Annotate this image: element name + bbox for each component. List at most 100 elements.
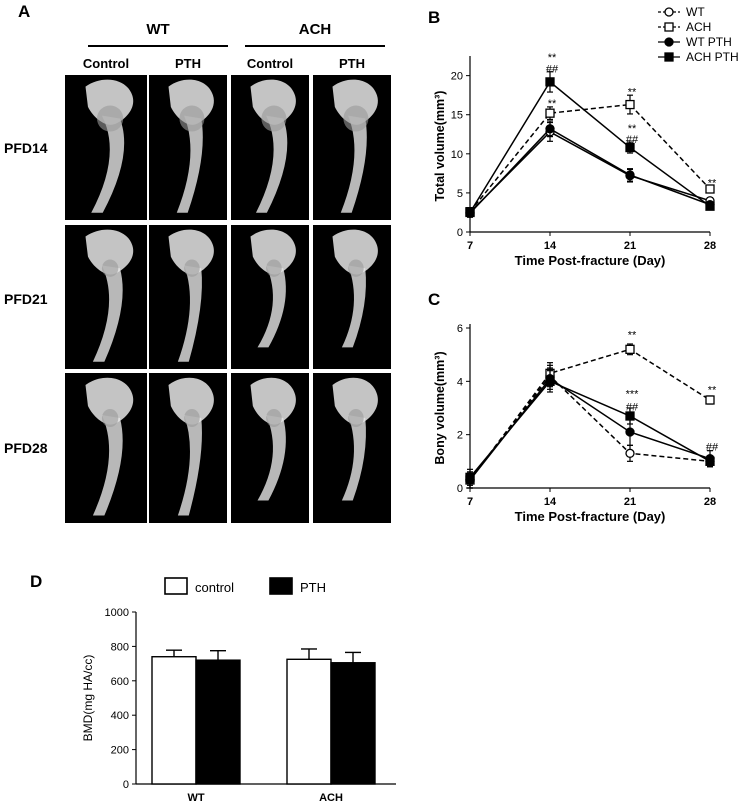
chart-c-y-tick-label: 6	[457, 323, 463, 335]
chart-c-series-line-ach	[469, 348, 711, 481]
chart-d-y-tick-label: 200	[111, 745, 129, 757]
chart-c-point-ach-pth	[545, 376, 555, 386]
panel-b-letter: B	[428, 8, 441, 27]
chart-b-significance-mark: ##	[626, 134, 639, 146]
chart-c-y-tick-label: 2	[457, 430, 463, 442]
chart-c-significance-mark: **	[708, 384, 717, 396]
chart-d-legend-swatch-control	[164, 577, 188, 595]
chart-d-bar-ach-pth	[330, 662, 376, 785]
xray-pfd28-wt-pth	[149, 373, 227, 523]
chart-b-point-ach	[705, 184, 715, 194]
chart-b-x-axis-label: Time Post-fracture (Day)	[515, 253, 666, 268]
legend-marker-ach-pth	[664, 52, 674, 62]
chart-b-x-tick-label: 28	[704, 240, 716, 252]
xray-pfd28-ach-pth	[313, 373, 391, 523]
group-label-ach: ACH	[298, 21, 332, 38]
chart-c-x-tick-label: 14	[544, 496, 557, 508]
row-label-pfd21: PFD21	[4, 291, 48, 307]
chart-b-significance-mark: **	[548, 52, 557, 64]
row-label-pfd14: PFD14	[4, 140, 48, 156]
chart-d-legend-label-control: control	[195, 580, 234, 595]
xray-pfd21-wt-pth	[149, 225, 227, 369]
panel-c-letter: C	[428, 290, 441, 309]
chart-d-y-tick-label: 1000	[105, 607, 129, 619]
xray-pfd21-ach-control	[231, 225, 309, 369]
chart-b-x-tick-label: 14	[544, 240, 557, 252]
chart-d-y-tick-label: 0	[123, 779, 129, 791]
xray-pfd21-wt-control	[65, 225, 147, 369]
chart-b-series-line-ach	[469, 103, 711, 213]
chart-b-x-tick-label: 7	[467, 240, 473, 252]
xray-pfd28-wt-control	[65, 373, 147, 523]
xray-pfd28-ach-control	[231, 373, 309, 523]
xray-pfd14-ach-pth	[313, 75, 391, 220]
column-label-wt-control: Control	[82, 56, 130, 71]
chart-d-category-label: WT	[187, 792, 204, 804]
chart-b-significance-mark: ##	[546, 64, 559, 76]
chart-b-y-tick-label: 10	[451, 149, 463, 161]
chart-c-series-line-ach-pth	[469, 380, 711, 478]
chart-b-point-ach-pth	[545, 77, 555, 87]
chart-c-y-axis-label: Bony volume(mm³)	[433, 351, 447, 464]
legend-marker-wt-pth	[664, 37, 674, 47]
chart-b-point-ach	[545, 108, 555, 118]
chart-d-legend-label-pth: PTH	[300, 580, 326, 595]
group-label-wt: WT	[146, 21, 170, 38]
legend-marker-ach	[664, 22, 674, 32]
chart-b-significance-mark: **	[628, 123, 637, 135]
chart-c-series-line-wt	[469, 374, 711, 481]
chart-d-y-tick-label: 800	[111, 641, 129, 653]
chart-b-significance-mark: **	[628, 86, 637, 98]
chart-c-significance-mark: ##	[626, 402, 639, 414]
legend-label-wt: WT	[686, 5, 705, 19]
legend-label-wt-pth: WT PTH	[686, 35, 732, 49]
chart-b-point-ach-pth	[465, 207, 475, 218]
chart-b-significance-mark: **	[708, 178, 717, 190]
chart-c-point-ach	[705, 395, 715, 405]
chart-b-y-tick-label: 5	[457, 188, 463, 200]
chart-d-bar-wt-control	[151, 656, 197, 785]
chart-d-y-axis-label: BMD(mg HA/cc)	[81, 655, 95, 742]
chart-c-significance-mark: ##	[706, 442, 719, 454]
chart-c-point-wt	[625, 448, 635, 458]
chart-c-point-ach	[625, 344, 635, 354]
legend-label-ach: ACH	[686, 20, 711, 34]
group-underline-ach	[245, 45, 385, 47]
xray-pfd21-ach-pth	[313, 225, 391, 369]
chart-d-bar-wt-pth	[195, 659, 241, 785]
chart-d-y-tick-label: 600	[111, 676, 129, 688]
chart-c-y-tick-label: 0	[457, 483, 463, 495]
chart-d-category-label: ACH	[319, 792, 343, 804]
chart-c-point-ach-pth	[625, 411, 635, 421]
chart-c-point-ach-pth	[465, 472, 475, 482]
chart-c-series-line-wt-pth	[469, 377, 711, 481]
group-underline-wt	[88, 45, 228, 47]
chart-b-point-ach-pth	[705, 201, 715, 211]
chart-b-series-line-wt-pth	[469, 127, 711, 214]
chart-b-series-line-ach-pth	[469, 80, 711, 213]
legend-marker-wt	[664, 7, 674, 17]
xray-pfd14-wt-control	[65, 75, 147, 220]
chart-d-y-tick-label: 400	[111, 710, 129, 722]
column-label-ach-pth: PTH	[339, 56, 365, 71]
xray-pfd14-wt-pth	[149, 75, 227, 220]
chart-d-legend-swatch-pth	[269, 577, 293, 595]
chart-b-point-wt-pth	[545, 124, 555, 134]
chart-b-point-ach-pth	[625, 142, 635, 153]
panel-d-letter: D	[30, 572, 43, 591]
xray-pfd14-ach-control	[231, 75, 309, 220]
chart-c-point-wt-pth	[625, 427, 635, 437]
chart-b-point-ach	[625, 99, 635, 110]
panel-a-letter: A	[18, 2, 31, 21]
chart-c-point-ach-pth	[705, 456, 715, 466]
chart-b-significance-mark: **	[548, 98, 557, 110]
chart-b-y-axis-label: Total volume(mm³)	[433, 91, 447, 202]
chart-d-bar-ach-control	[286, 658, 332, 785]
chart-c-x-axis-label: Time Post-fracture (Day)	[515, 509, 666, 524]
chart-b-series-line-wt	[469, 130, 711, 213]
row-label-pfd28: PFD28	[4, 440, 48, 456]
chart-c-significance-mark: ***	[626, 388, 640, 400]
column-label-wt-pth: PTH	[175, 56, 201, 71]
chart-b-x-tick-label: 21	[624, 240, 636, 252]
